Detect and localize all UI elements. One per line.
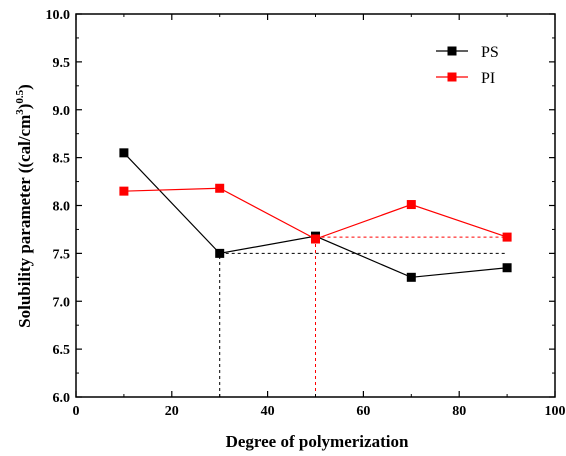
y-axis-title-end: ) <box>15 84 34 90</box>
plot-layer <box>119 148 512 397</box>
legend-marker-ps <box>447 46 457 56</box>
y-tick-label-6: 9.0 <box>53 104 71 119</box>
data-point-ps-4 <box>502 263 512 273</box>
legend: PS PI <box>436 44 499 87</box>
data-point-pi-4 <box>502 232 512 242</box>
x-tick-label-4: 80 <box>452 404 466 419</box>
y-axis-title-close: ) <box>15 104 34 110</box>
y-tick-label-2: 7.0 <box>53 295 71 310</box>
x-tick-label-3: 60 <box>356 404 370 419</box>
y-tick-label-7: 9.5 <box>53 56 71 71</box>
y-axis-title-main: Solubility parameter ((cal/cm <box>15 115 34 328</box>
data-point-pi-1 <box>215 183 225 193</box>
y-tick-label-8: 10.0 <box>46 8 71 23</box>
y-tick-label-3: 7.5 <box>53 247 71 262</box>
data-point-pi-3 <box>406 200 416 210</box>
legend-marker-pi <box>447 72 457 82</box>
y-tick-label-4: 8.0 <box>53 200 71 215</box>
legend-label-pi: PI <box>481 70 495 87</box>
x-axis-title: Degree of polymerization <box>226 432 409 451</box>
y-tick-label-5: 8.5 <box>53 152 71 167</box>
data-point-ps-1 <box>215 248 225 258</box>
y-axis-title-sup: 3 <box>14 109 26 115</box>
y-tick-label-0: 6.0 <box>53 391 71 406</box>
legend-label-ps: PS <box>481 44 499 61</box>
data-point-pi-2 <box>311 234 320 244</box>
data-point-ps-3 <box>406 272 416 282</box>
data-point-pi-0 <box>119 186 129 196</box>
data-point-ps-0 <box>119 148 129 158</box>
axes-layer: 0 20 40 60 80 100 6.0 6.5 7.0 7.5 8.0 8.5 9.0 9.5 10.0 <box>46 8 566 419</box>
x-tick-label-1: 20 <box>165 404 179 419</box>
y-tick-label-1: 6.5 <box>53 343 71 358</box>
x-tick-label-0: 0 <box>73 404 80 419</box>
y-axis-title: Solubility parameter ((cal/cm3)0.5) <box>14 84 34 328</box>
x-tick-label-2: 40 <box>261 404 275 419</box>
y-axis-title-sup2: 0.5 <box>14 89 26 103</box>
x-tick-label-5: 100 <box>545 404 566 419</box>
